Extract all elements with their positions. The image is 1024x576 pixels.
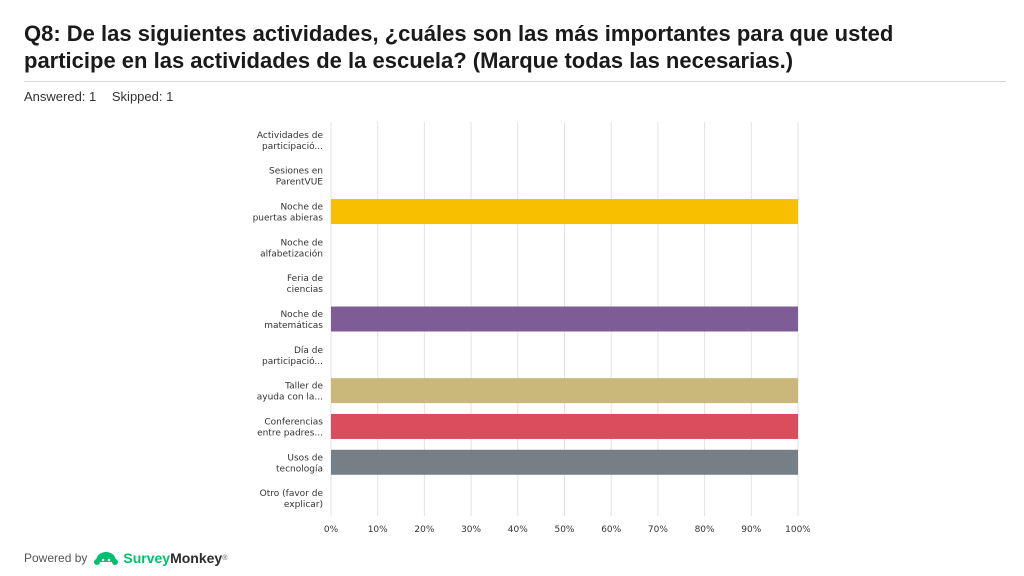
category-label: Conferencias entre padres... <box>257 417 323 438</box>
surveymonkey-brand: SurveyMonkey <box>123 550 223 566</box>
trademark: ® <box>222 554 228 562</box>
tick-label: 80% <box>695 525 715 535</box>
bar <box>331 199 798 225</box>
category-label: Noche de alfabetización <box>260 238 323 259</box>
bar <box>331 306 798 332</box>
bar-chart: Actividades de participació... Sesiones en… <box>253 122 810 535</box>
bar <box>331 413 798 439</box>
tick-label: 40% <box>508 525 528 535</box>
tick-label: 70% <box>648 525 668 535</box>
tick-label: 90% <box>741 525 761 535</box>
tick-label: 10% <box>368 525 388 535</box>
bar <box>331 449 798 475</box>
title-divider <box>24 81 1006 82</box>
category-label: Día de participació... <box>262 346 323 367</box>
surveymonkey-logo-icon <box>94 552 119 565</box>
category-label: Usos de tecnología <box>276 453 323 474</box>
category-label: Taller de ayuda con la... <box>257 382 324 403</box>
tick-label: 60% <box>601 525 621 535</box>
footer: Powered by SurveyMonkey ® <box>24 546 227 570</box>
response-stats: Answered: 1 Skipped: 1 <box>24 89 185 104</box>
bar <box>331 378 798 404</box>
tick-label: 50% <box>554 525 574 535</box>
tick-label: 0% <box>324 525 339 535</box>
category-label: Otro (favor de explicar) <box>260 489 324 510</box>
skipped-count: Skipped: 1 <box>111 89 174 104</box>
category-label: Actividades de participació... <box>257 131 324 152</box>
tick-label: 20% <box>414 525 434 535</box>
answered-count: Answered: 1 <box>24 89 97 104</box>
tick-label: 30% <box>461 525 481 535</box>
category-label: Noche de puertas abieras <box>253 203 324 224</box>
category-label: Noche de matemáticas <box>264 310 323 331</box>
category-label: Sesiones en ParentVUE <box>269 167 323 188</box>
question-title: Q8: De las siguientes actividades, ¿cuál… <box>24 21 894 73</box>
powered-by-label: Powered by <box>24 551 88 565</box>
category-label: Feria de ciencias <box>287 274 324 295</box>
tick-label: 100% <box>785 525 810 535</box>
